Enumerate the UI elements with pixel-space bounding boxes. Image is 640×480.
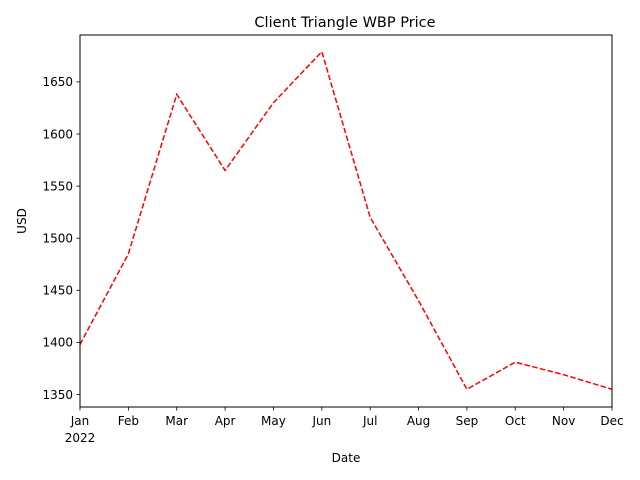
x-tick-label: Aug [407,414,430,428]
plot-content [79,50,613,391]
y-tick-label: 1500 [42,231,73,245]
y-tick-label: 1650 [42,75,73,89]
y-axis: 1350 1400 1450 1500 1550 1600 1650 [42,75,80,402]
y-tick-label: 1350 [42,388,73,402]
x-axis-label: Date [332,451,361,465]
x-tick-label: Jul [362,414,377,428]
y-tick-label: 1400 [42,336,73,350]
y-tick-label: 1450 [42,284,73,298]
x-tick-label: Nov [552,414,575,428]
y-axis-label: USD [15,208,29,234]
y-tick-label: 1600 [42,127,73,141]
x-tick-label: Sep [456,414,479,428]
x-tick-label: Jun [311,414,331,428]
plot-area-frame [79,34,613,408]
series-line-0 [79,50,613,391]
x-axis: Jan Feb Mar Apr May Jun Jul Aug Sep Oct Nov Dec [70,407,624,428]
chart-title: Client Triangle WBP Price [254,15,435,31]
x-tick-label: Oct [505,414,526,428]
x-tick-label: May [261,414,286,428]
x-tick-label: Mar [165,414,188,428]
y-tick-label: 1550 [42,179,73,193]
x-tick-label: Feb [118,414,139,428]
x-year-label: 2022 [65,431,96,445]
x-tick-label: Jan [70,414,90,428]
x-tick-label: Apr [215,414,236,428]
x-tick-label: Dec [600,414,623,428]
